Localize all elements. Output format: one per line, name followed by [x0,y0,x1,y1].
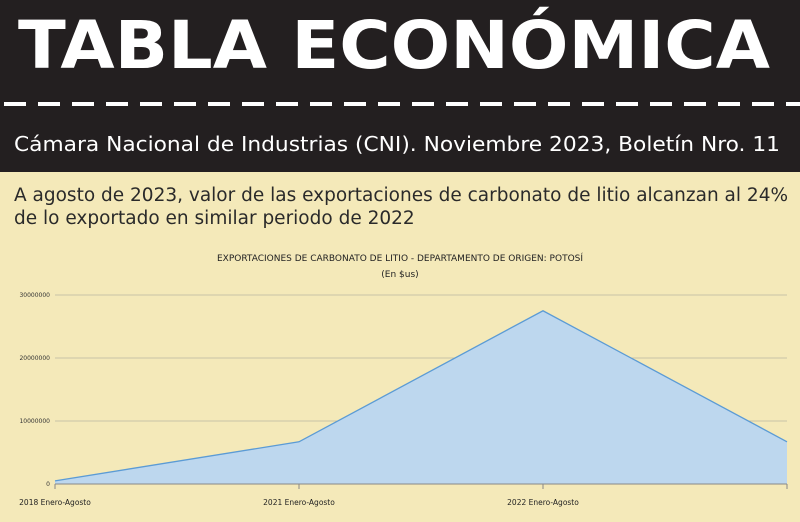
area-line [54,310,788,482]
y-tick-label: 20000000 [19,355,50,362]
chart-title: EXPORTACIONES DE CARBONATO DE LITIO - DE… [217,252,583,264]
y-tick-label: 0 [46,481,50,488]
header-subtitle: Cámara Nacional de Industrias (CNI). Nov… [14,132,780,156]
area [55,310,787,484]
x-tick-label: 2018 Enero-Agosto [19,498,91,507]
x-tick-label: 2021 Enero-Agosto [263,498,335,507]
y-tick-label: 10000000 [19,418,50,425]
header-band [0,0,800,172]
x-tick-label: 2022 Enero-Agosto [507,498,579,507]
y-tick-label: 30000000 [19,292,50,299]
header-title: TABLA ECONÓMICA [18,7,770,84]
chart-subtitle: (En $us) [381,270,418,280]
headline: A agosto de 2023, valor de las exportaci… [14,185,789,229]
